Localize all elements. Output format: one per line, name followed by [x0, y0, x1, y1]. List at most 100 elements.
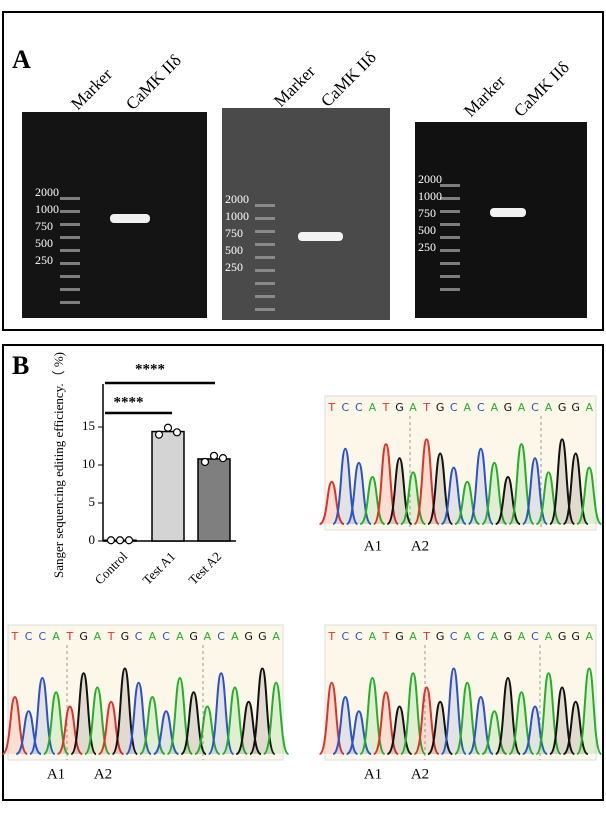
base-letter: A: [149, 630, 157, 643]
base-letter: A: [491, 630, 499, 643]
marker-label: A2: [411, 766, 429, 782]
base-letter: C: [39, 630, 47, 643]
base-letter: A: [585, 401, 593, 414]
lane-label: Marker: [67, 65, 116, 114]
ladder-band: [440, 249, 460, 252]
base-letter: T: [327, 630, 335, 643]
ladder-band: [440, 210, 460, 213]
base-letter: G: [395, 630, 404, 643]
base-letter: A: [204, 630, 212, 643]
ladder-band: [440, 288, 460, 291]
ladder-band: [60, 210, 80, 213]
base-letter: T: [11, 630, 19, 643]
base-letter: A: [409, 401, 417, 414]
ladder-label: 2000: [35, 185, 59, 199]
ladder-label: 750: [225, 226, 243, 240]
ladder-label: 1000: [225, 209, 249, 223]
gel-image: [415, 122, 587, 318]
ladder-band: [440, 184, 460, 187]
ladder-band: [440, 197, 460, 200]
ladder-band: [60, 223, 80, 226]
marker-label: A1: [364, 766, 382, 782]
ladder-band: [255, 256, 275, 259]
base-letter: T: [327, 401, 335, 414]
base-letter: G: [436, 630, 445, 643]
ladder-band: [440, 275, 460, 278]
x-tick-label: Control: [92, 548, 131, 587]
base-letter: C: [477, 401, 485, 414]
marker-label: A1: [47, 766, 65, 782]
ladder-label: 250: [35, 253, 53, 267]
ladder-band: [60, 236, 80, 239]
ladder-band: [255, 217, 275, 220]
ladder-label: 500: [225, 243, 243, 257]
base-letter: A: [409, 630, 417, 643]
lane-label: Marker: [270, 62, 319, 111]
lane-label: CaMK IIδ: [510, 58, 573, 121]
base-letter: C: [162, 630, 170, 643]
base-letter: G: [258, 630, 267, 643]
data-point: [163, 423, 173, 432]
ladder-label: 750: [418, 206, 436, 220]
sample-band: [490, 208, 526, 217]
base-letter: A: [272, 630, 280, 643]
base-letter: G: [504, 630, 513, 643]
base-letter: T: [382, 630, 390, 643]
ladder-band: [255, 269, 275, 272]
base-letter: G: [395, 401, 404, 414]
bar: [197, 458, 231, 542]
base-letter: C: [135, 630, 143, 643]
base-letter: C: [450, 630, 458, 643]
panel-label: A: [12, 45, 31, 74]
base-letter: G: [121, 630, 130, 643]
lane-label: CaMK IIδ: [317, 48, 380, 111]
trace-peak: [576, 466, 603, 525]
lane-label: CaMK IIδ: [122, 51, 185, 114]
base-letter: A: [369, 630, 377, 643]
base-letter: G: [571, 401, 580, 414]
ladder-label: 1000: [35, 202, 59, 216]
ladder-label: 500: [418, 223, 436, 237]
ladder-band: [60, 262, 80, 265]
base-letter: A: [518, 630, 526, 643]
base-letter: A: [94, 630, 102, 643]
ladder-band: [60, 301, 80, 304]
y-tick-label: 10: [82, 456, 95, 471]
panel-label: B: [12, 351, 29, 380]
ladder-label: 750: [35, 219, 53, 233]
data-point: [200, 457, 210, 467]
base-letter: A: [585, 630, 593, 643]
base-letter: C: [355, 401, 363, 414]
base-letter: C: [355, 630, 363, 643]
base-letter: G: [558, 401, 567, 414]
base-letter: G: [189, 630, 198, 643]
base-letter: T: [382, 401, 390, 414]
base-letter: G: [244, 630, 253, 643]
data-point: [172, 428, 182, 437]
base-letter: A: [491, 401, 499, 414]
ladder-band: [255, 282, 275, 285]
y-axis-label: Sanger sequencing editing efficiency.（ %…: [51, 352, 66, 578]
ladder-band: [60, 275, 80, 278]
ladder-band: [255, 204, 275, 207]
ladder-label: 250: [418, 240, 436, 254]
base-letter: G: [79, 630, 88, 643]
panel-b-frame: [2, 344, 604, 801]
ladder-band: [255, 308, 275, 311]
ladder-band: [255, 230, 275, 233]
base-letter: G: [558, 630, 567, 643]
data-point: [124, 536, 134, 545]
base-letter: C: [25, 630, 33, 643]
base-letter: A: [518, 401, 526, 414]
base-letter: A: [52, 630, 60, 643]
significance-label: ****: [135, 361, 165, 377]
data-point: [209, 451, 219, 460]
base-letter: C: [531, 401, 539, 414]
base-letter: A: [231, 630, 239, 643]
ladder-band: [440, 262, 460, 265]
base-letter: T: [66, 630, 74, 643]
base-letter: G: [436, 401, 445, 414]
ladder-label: 250: [225, 260, 243, 274]
y-tick-label: 15: [82, 418, 95, 433]
ladder-band: [60, 197, 80, 200]
